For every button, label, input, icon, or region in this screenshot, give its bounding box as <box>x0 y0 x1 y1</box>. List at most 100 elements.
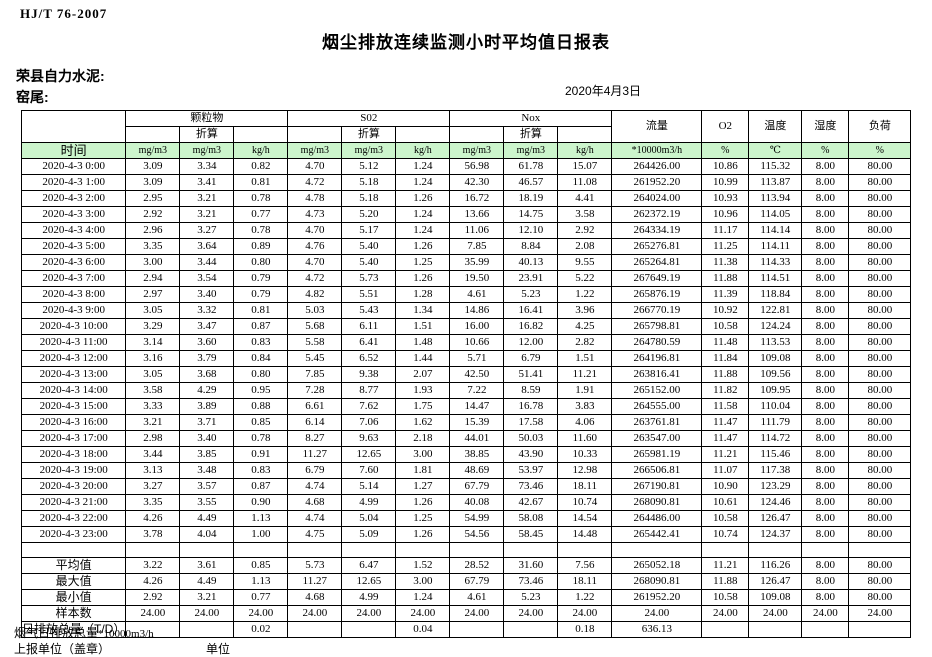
cell-value: 14.75 <box>503 206 559 223</box>
cell-value: 11.88 <box>701 270 750 287</box>
cell-value: 0.87 <box>233 318 289 335</box>
cell-value: 54.99 <box>449 510 505 527</box>
table-row: 2020-4-3 9:00 3.05 3.32 0.81 5.03 5.43 1.34 14.… <box>20 302 912 319</box>
summary-cell: 265052.18 <box>611 557 703 574</box>
summary-cell: 0.02 <box>233 621 289 638</box>
summary-cell: 268090.81 <box>611 573 703 590</box>
cell-value: 264555.00 <box>611 398 703 415</box>
unit-particulate-rate: kg/h <box>233 142 289 159</box>
group-header-nox: Nox <box>449 110 613 127</box>
cell-value: 114.72 <box>748 430 803 447</box>
summary-cell: 3.22 <box>125 557 181 574</box>
cell-value: 2.92 <box>125 206 181 223</box>
cell-value: 9.63 <box>341 430 397 447</box>
cell-value: 263547.00 <box>611 430 703 447</box>
cell-value: 11.08 <box>557 174 613 191</box>
cell-value: 18.19 <box>503 190 559 207</box>
cell-value: 1.51 <box>395 318 451 335</box>
cell-time: 2020-4-3 14:00 <box>20 382 127 399</box>
cell-value: 4.82 <box>287 286 343 303</box>
spacer-cell <box>748 542 803 558</box>
summary-cell: 1.22 <box>557 589 613 606</box>
cell-value: 2.08 <box>557 238 613 255</box>
summary-cell: 11.21 <box>701 557 750 574</box>
spacer-cell <box>233 542 289 558</box>
group-header-temperature: 温度 <box>748 110 803 143</box>
summary-cell: 5.23 <box>503 589 559 606</box>
spacer-cell <box>287 542 343 558</box>
cell-value: 10.74 <box>557 494 613 511</box>
cell-value: 80.00 <box>848 494 912 511</box>
cell-value: 11.82 <box>701 382 750 399</box>
cell-value: 4.70 <box>287 254 343 271</box>
cell-value: 50.03 <box>503 430 559 447</box>
cell-value: 4.06 <box>557 414 613 431</box>
cell-value: 16.41 <box>503 302 559 319</box>
summary-cell: 261952.20 <box>611 589 703 606</box>
cell-value: 268090.81 <box>611 494 703 511</box>
cell-value: 80.00 <box>848 366 912 383</box>
cell-value: 80.00 <box>848 334 912 351</box>
summary-cell: 7.56 <box>557 557 613 574</box>
cell-value: 8.00 <box>801 446 850 463</box>
cell-value: 1.00 <box>233 526 289 543</box>
cell-value: 1.81 <box>395 462 451 479</box>
cell-value: 114.05 <box>748 206 803 223</box>
column-header-time: 时间 <box>20 142 127 159</box>
cell-value: 80.00 <box>848 286 912 303</box>
cell-value: 5.58 <box>287 334 343 351</box>
cell-value: 0.80 <box>233 366 289 383</box>
summary-cell: 24.00 <box>287 605 343 622</box>
cell-value: 3.48 <box>179 462 235 479</box>
cell-value: 3.27 <box>179 222 235 239</box>
cell-value: 4.74 <box>287 478 343 495</box>
cell-value: 1.75 <box>395 398 451 415</box>
cell-value: 0.88 <box>233 398 289 415</box>
cell-value: 1.26 <box>395 238 451 255</box>
cell-value: 123.29 <box>748 478 803 495</box>
cell-value: 124.46 <box>748 494 803 511</box>
spacer-cell <box>611 542 703 558</box>
cell-value: 3.58 <box>125 382 181 399</box>
cell-value: 8.84 <box>503 238 559 255</box>
table-row: 2020-4-3 18:00 3.44 3.85 0.91 11.27 12.65 3.00… <box>20 446 912 463</box>
unit-so2-converted: mg/m3 <box>341 142 397 159</box>
cell-value: 8.00 <box>801 382 850 399</box>
cell-value: 265876.19 <box>611 286 703 303</box>
summary-row: 样本数 24.00 24.00 24.00 24.00 24.00 24.00 24.00 24… <box>20 605 912 622</box>
cell-value: 117.38 <box>748 462 803 479</box>
spacer-cell <box>341 542 397 558</box>
emission-report-table: 颗粒物 S02 Nox 流量 O2 温度 湿度 负荷 折算 折算 折算 时间 m… <box>20 110 912 638</box>
summary-cell: 12.65 <box>341 573 397 590</box>
cell-value: 8.00 <box>801 270 850 287</box>
cell-value: 5.12 <box>341 158 397 175</box>
cell-value: 1.27 <box>395 478 451 495</box>
summary-cell: 0.04 <box>395 621 451 638</box>
cell-value: 263816.41 <box>611 366 703 383</box>
cell-value: 8.00 <box>801 334 850 351</box>
cell-value: 5.40 <box>341 254 397 271</box>
cell-value: 67.79 <box>449 478 505 495</box>
summary-cell: 4.99 <box>341 589 397 606</box>
cell-value: 266506.81 <box>611 462 703 479</box>
cell-value: 0.82 <box>233 158 289 175</box>
summary-cell <box>341 621 397 638</box>
cell-value: 0.81 <box>233 174 289 191</box>
cell-value: 3.35 <box>125 238 181 255</box>
cell-value: 4.72 <box>287 270 343 287</box>
cell-value: 0.77 <box>233 206 289 223</box>
cell-value: 0.83 <box>233 334 289 351</box>
cell-value: 8.00 <box>801 238 850 255</box>
cell-value: 73.46 <box>503 478 559 495</box>
cell-value: 5.18 <box>341 174 397 191</box>
cell-value: 11.88 <box>701 366 750 383</box>
cell-value: 80.00 <box>848 190 912 207</box>
group-header-load: 负荷 <box>848 110 912 143</box>
cell-value: 80.00 <box>848 526 912 543</box>
unit-nox-converted: mg/m3 <box>503 142 559 159</box>
cell-value: 1.62 <box>395 414 451 431</box>
cell-value: 4.73 <box>287 206 343 223</box>
summary-cell: 24.00 <box>395 605 451 622</box>
summary-cell: 8.00 <box>801 573 850 590</box>
summary-cell: 73.46 <box>503 573 559 590</box>
